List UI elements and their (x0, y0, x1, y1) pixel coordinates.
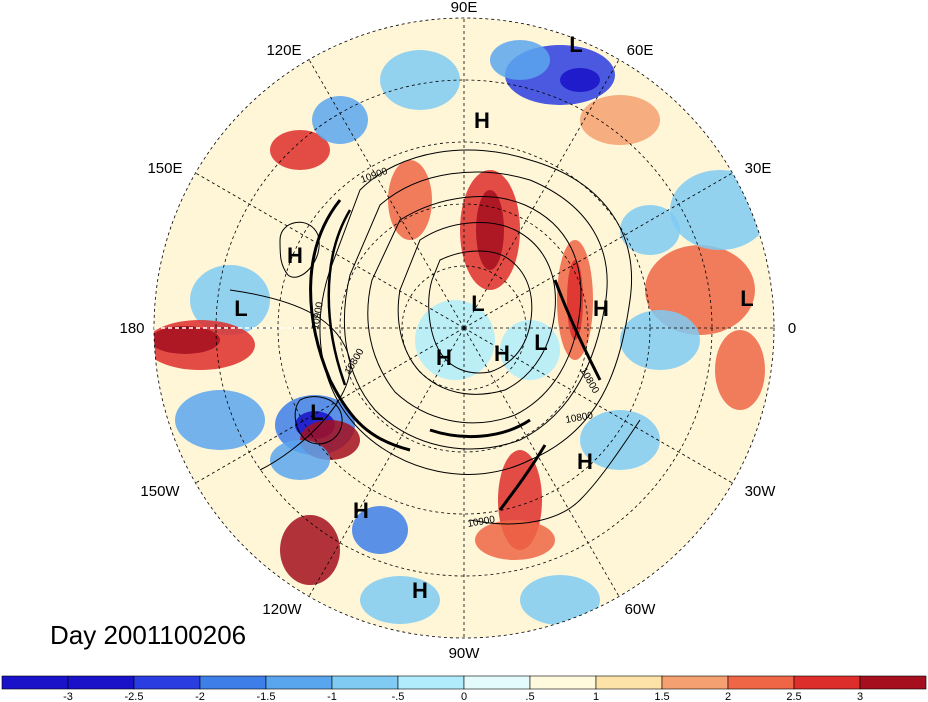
lon-label-90e: 90E (451, 0, 478, 16)
colorbar-tick-label: .5 (525, 691, 534, 702)
anomaly-patch (312, 96, 368, 144)
anomaly-patch (580, 95, 660, 145)
anomaly-patch (388, 160, 432, 240)
colorbar-bin (793, 675, 861, 690)
colorbar-tick-label: -3 (63, 691, 73, 702)
colorbar-tick-label: 0 (461, 691, 467, 702)
colorbar-tick-label: 2 (725, 691, 731, 702)
colorbar-bin (463, 675, 531, 690)
high-center: H (577, 449, 593, 474)
high-center: H (593, 296, 609, 321)
colorbar-bin (397, 675, 465, 690)
anomaly-patch (415, 300, 495, 380)
low-center: L (471, 291, 484, 316)
lon-label-180: 180 (119, 320, 144, 337)
anomaly-patch (490, 40, 550, 80)
lon-label-90w: 90W (449, 645, 481, 662)
colorbar-tick-label: 2.5 (786, 691, 801, 702)
colorbar-bin (133, 675, 201, 690)
anomaly-patch (560, 68, 600, 92)
pressure-centers: L H H L L H L H L H L H H H (234, 32, 753, 603)
low-center: L (234, 296, 247, 321)
colorbar-bin (595, 675, 663, 690)
anomaly-patch (620, 205, 680, 255)
anomaly-patch (715, 330, 765, 410)
colorbar-bin (859, 675, 927, 690)
anomaly-patch (190, 265, 270, 335)
colorbar-tick-label: -1.5 (257, 691, 276, 702)
colorbar: -3 -2.5 -2 -1.5 -1 -.5 0 .5 1 1.5 2 2.5 3 (1, 675, 927, 702)
colorbar-bin (331, 675, 399, 690)
contour-label: 10900 (467, 514, 497, 530)
lon-label-30w: 30W (745, 483, 777, 500)
low-center: H (436, 345, 452, 370)
colorbar-bin (265, 675, 333, 690)
colorbar-bin (1, 675, 69, 690)
low-center: L (740, 286, 753, 311)
anomaly-patch (154, 326, 220, 354)
lon-label-120w: 120W (262, 601, 302, 618)
lon-label-60e: 60E (627, 42, 654, 59)
anomaly-patch (280, 515, 340, 585)
lon-label-60w: 60W (625, 601, 657, 618)
contour-label: 10900 (310, 301, 326, 331)
anomaly-patch (500, 320, 560, 380)
anomaly-patch (620, 310, 700, 370)
anomaly-patch (670, 170, 770, 250)
anomaly-field (154, 40, 770, 625)
colorbar-bin (661, 675, 729, 690)
anomaly-patch (476, 190, 504, 270)
high-center: H (412, 578, 428, 603)
longitude-labels: 90E 60E 30E 0 30W 60W 90W 120W 150W 180 … (119, 0, 796, 662)
lon-label-150e: 150E (147, 160, 182, 177)
lon-label-120e: 120E (266, 42, 301, 59)
colorbar-bin (529, 675, 597, 690)
anomaly-patch (175, 390, 265, 450)
colorbar-bin (727, 675, 795, 690)
height-contours (229, 149, 641, 525)
anomaly-patch (475, 520, 555, 560)
colorbar-tick-label: 3 (857, 691, 863, 702)
colorbar-tick-label: -.5 (392, 691, 405, 702)
colorbar-tick-label: 1.5 (654, 691, 669, 702)
colorbar-tick-label: 1 (593, 691, 599, 702)
low-center: L (310, 400, 323, 425)
anomaly-patch (270, 440, 330, 480)
page-title: Day 2001100206 (50, 620, 247, 650)
high-center: H (474, 108, 490, 133)
lon-label-30e: 30E (745, 160, 772, 177)
low-center: L (534, 330, 547, 355)
low-center: L (569, 32, 582, 57)
anomaly-patch (360, 576, 440, 624)
colorbar-bin (67, 675, 135, 690)
colorbar-tick-label: -2.5 (125, 691, 144, 702)
lon-label-150w: 150W (140, 483, 180, 500)
contour-label: 10800 (565, 410, 595, 426)
anomaly-patch (380, 50, 460, 110)
anomaly-patch (352, 506, 408, 554)
high-center: H (353, 498, 369, 523)
anomaly-patch (270, 130, 330, 170)
colorbar-bin (199, 675, 267, 690)
anomaly-patch (520, 575, 600, 625)
lon-label-0: 0 (788, 320, 796, 337)
colorbar-tick-label: -2 (195, 691, 205, 702)
colorbar-tick-label: -1 (327, 691, 337, 702)
high-center: H (287, 243, 303, 268)
high-center: H (494, 341, 510, 366)
